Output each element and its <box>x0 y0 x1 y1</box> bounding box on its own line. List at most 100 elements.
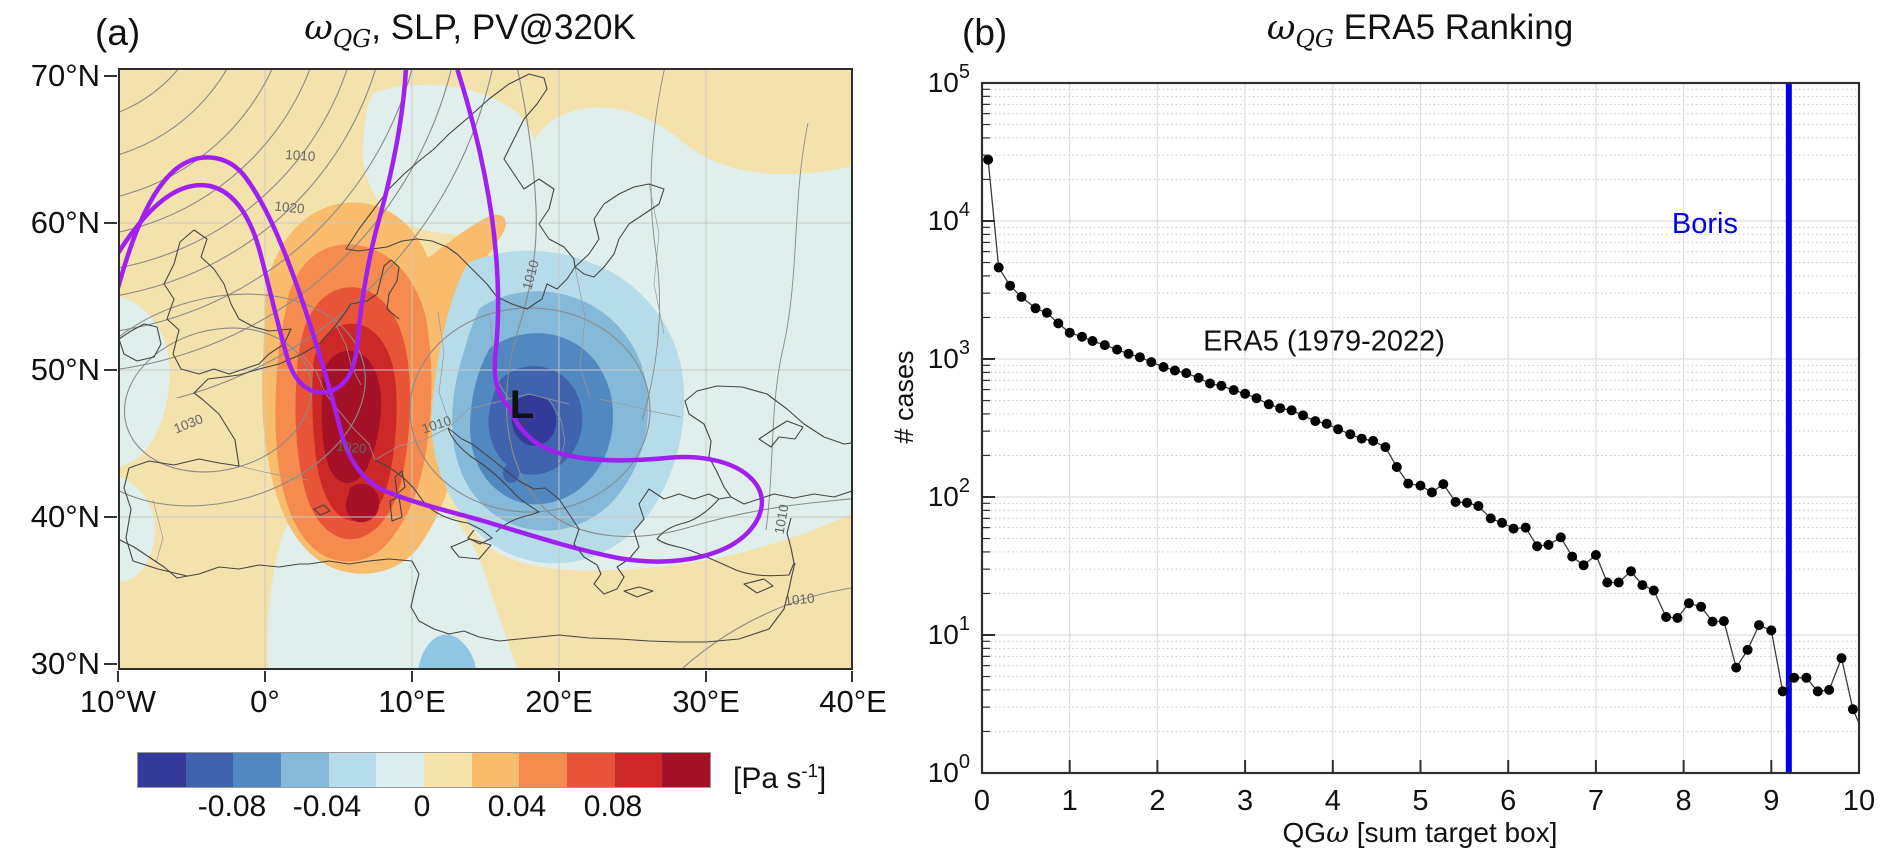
colorbar-cell <box>614 753 663 787</box>
coastlines <box>118 73 853 643</box>
y-tick-label: 100 <box>928 751 970 788</box>
y-tick-label: 103 <box>928 337 970 374</box>
data-point <box>1123 348 1134 359</box>
data-point <box>1707 616 1718 627</box>
data-point <box>1158 362 1169 372</box>
x-tick-label: 7 <box>1588 785 1604 817</box>
data-point <box>1064 327 1075 338</box>
colorbar-unit-exponent: -1 <box>801 760 818 781</box>
data-point <box>1251 393 1262 404</box>
colorbar-cell <box>471 753 520 787</box>
colorbar-tick-label: 0 <box>413 790 431 823</box>
data-point <box>1333 424 1344 435</box>
era5-period-annotation: ERA5 (1979-2022) <box>1203 326 1445 358</box>
lon-label: 10°W <box>79 684 157 719</box>
data-point <box>1683 598 1694 609</box>
data-point <box>1112 344 1123 355</box>
data-point <box>1041 307 1052 318</box>
data-point <box>1777 686 1788 697</box>
data-point <box>1532 541 1543 552</box>
data-point <box>1380 442 1391 453</box>
colorbar-cell <box>424 753 472 787</box>
colorbar-cell <box>328 753 377 787</box>
data-point <box>1286 405 1297 416</box>
series-line <box>987 159 1860 724</box>
data-point <box>1356 433 1367 444</box>
data-point <box>1134 352 1145 363</box>
panel-a-title: ωQG, SLP, PV@320K <box>150 8 790 53</box>
data-point <box>1648 585 1659 596</box>
data-point <box>1485 513 1496 524</box>
omega-negative-bump <box>418 634 476 670</box>
era5-ranking-chart: 0 1 2 3 4 5 6 7 8 9 10 100 101 102 103 104 105 ERA5 (1979… <box>928 61 1875 817</box>
data-point <box>1205 378 1215 389</box>
data-point <box>1661 612 1672 622</box>
data-point <box>1146 357 1157 368</box>
data-point <box>1426 487 1437 498</box>
data-point <box>1030 303 1041 314</box>
slp-isobars <box>118 68 853 670</box>
data-point <box>1087 336 1098 346</box>
data-point <box>1613 577 1624 588</box>
data-point <box>1181 368 1192 379</box>
colorbar-cell <box>281 753 329 787</box>
data-point <box>1462 497 1472 508</box>
data-point <box>1005 280 1016 291</box>
lat-tick <box>104 369 117 371</box>
data-point <box>1298 410 1308 421</box>
lat-tick <box>104 663 117 665</box>
data-point <box>1801 672 1812 683</box>
omega-subscript: QG <box>332 25 372 53</box>
data-point <box>1016 291 1027 302</box>
panel-b-title: ωQG ERA5 Ranking <box>1100 8 1740 53</box>
colorbar-cell <box>376 753 425 787</box>
low-pressure-marker: L <box>510 383 534 427</box>
lat-label: 30°N <box>30 646 100 681</box>
slp-labels: 1010 1020 1030 1020 1010 1010 1010 1010 <box>172 147 816 609</box>
slp-label: 1020 <box>336 438 367 456</box>
lon-tick <box>851 671 853 682</box>
lat-label: 70°N <box>30 58 100 93</box>
lon-label: 10°E <box>378 684 446 719</box>
colorbar-cell <box>567 753 615 787</box>
data-point <box>1543 539 1554 550</box>
data-point <box>1345 429 1356 440</box>
data-point <box>993 262 1004 273</box>
colorbar-cell <box>185 753 234 787</box>
colorbar-cell <box>662 753 711 787</box>
lat-tick <box>104 222 117 224</box>
data-point <box>1275 403 1286 414</box>
slp-label: 1010 <box>285 147 316 164</box>
omega-slp-pv-map: 1010 1020 1030 1020 1010 1010 1010 1010 … <box>118 68 853 670</box>
y-tick-label: 105 <box>928 61 970 98</box>
data-point <box>1742 644 1753 655</box>
data-point <box>1438 479 1449 490</box>
data-point <box>1567 551 1578 562</box>
colorbar-cell <box>138 753 186 787</box>
colorbar <box>137 752 711 788</box>
colorbar-tick-label: 0.08 <box>583 790 643 823</box>
x-tick-label: 1 <box>1062 785 1078 817</box>
lon-label: 0° <box>250 684 280 719</box>
lon-label: 30°E <box>672 684 740 719</box>
data-point <box>983 154 994 165</box>
data-point <box>1578 560 1589 571</box>
colorbar-tick-label: -0.04 <box>292 790 362 823</box>
data-point <box>1497 517 1508 528</box>
omega-symbol: ω <box>1326 816 1349 849</box>
data-point <box>1391 462 1402 472</box>
x-tick-label: 5 <box>1412 785 1428 817</box>
x-axis-label-rest: [sum target box] <box>1348 817 1558 848</box>
era5-ranking-series <box>983 154 1860 724</box>
data-point <box>1789 672 1800 683</box>
lon-tick <box>264 671 266 682</box>
graticule <box>118 68 853 670</box>
data-point <box>1508 523 1519 534</box>
data-point <box>1718 616 1729 627</box>
x-tick-label: 8 <box>1676 785 1692 817</box>
data-point <box>1602 577 1613 588</box>
x-axis-label: QGω [sum target box] <box>1120 816 1720 849</box>
x-tick-label: 9 <box>1763 785 1779 817</box>
lat-label: 50°N <box>30 352 100 387</box>
